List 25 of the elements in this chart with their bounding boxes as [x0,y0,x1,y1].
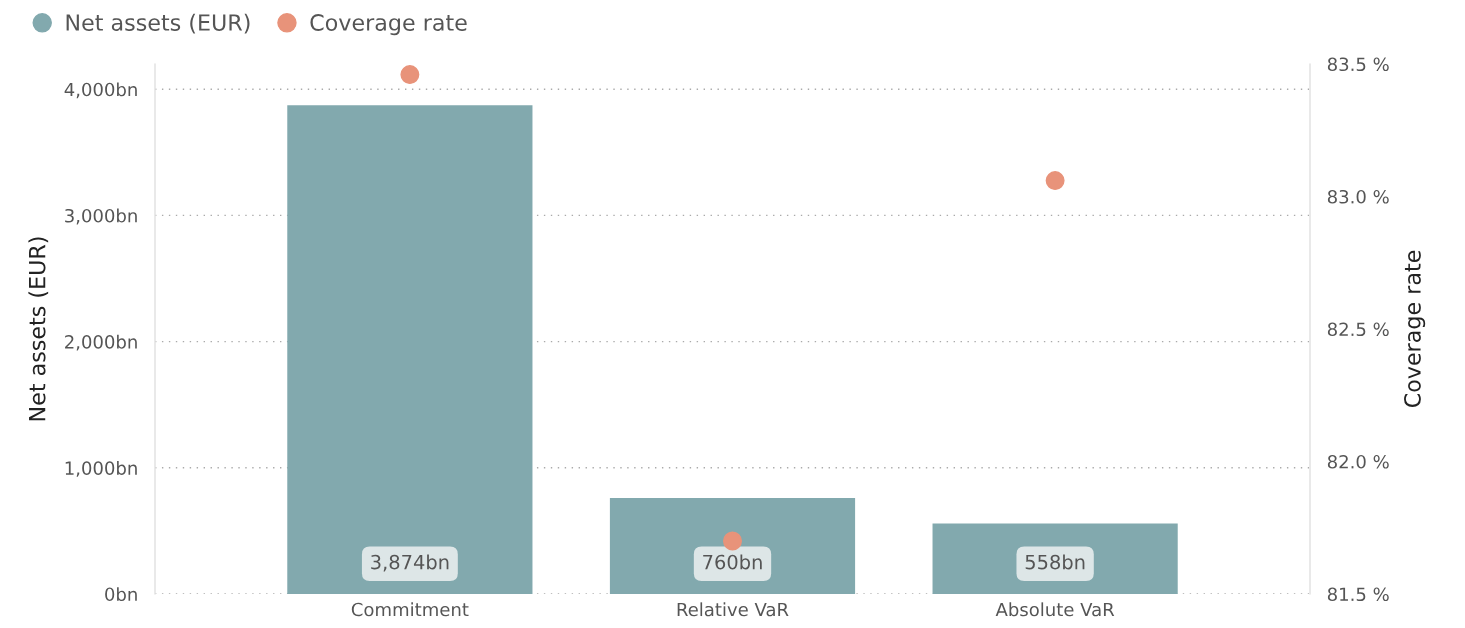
legend-label: Net assets (EUR) [66,13,250,34]
x-tick-label: Absolute VaR [995,602,1115,617]
y-axis-title: Net assets (EUR) [28,237,49,421]
y2-tick-label: 81.5 % [1327,587,1389,602]
y2-tick-label: 83.5 % [1327,57,1389,72]
bar [609,498,856,594]
y2-tick-label: 83.0 % [1327,189,1389,204]
y2-tick-label: 82.0 % [1327,454,1389,469]
y-tick-label: 2,000bn [65,334,137,351]
y-tick-label: 3,000bn [65,208,137,225]
point [723,531,742,551]
data-label: 558bn [1025,554,1085,570]
bar [287,105,533,594]
legend-label: Coverage rate [310,14,467,36]
y-tick-label: 4,000bn [64,82,137,99]
y-tick-label: 1,000bn [65,460,137,477]
x-tick-label: Relative VaR [677,602,789,617]
data-label: 3,874bn [371,554,449,572]
point [400,65,420,85]
y2-tick-label: 82.5 % [1327,322,1389,337]
x-tick-label: Commitment [351,602,469,617]
y-tick-label: 0bn [105,587,137,602]
point [1045,171,1065,191]
y2-axis-title: Coverage rate [1404,250,1426,408]
data-label: 760bn [703,554,762,570]
